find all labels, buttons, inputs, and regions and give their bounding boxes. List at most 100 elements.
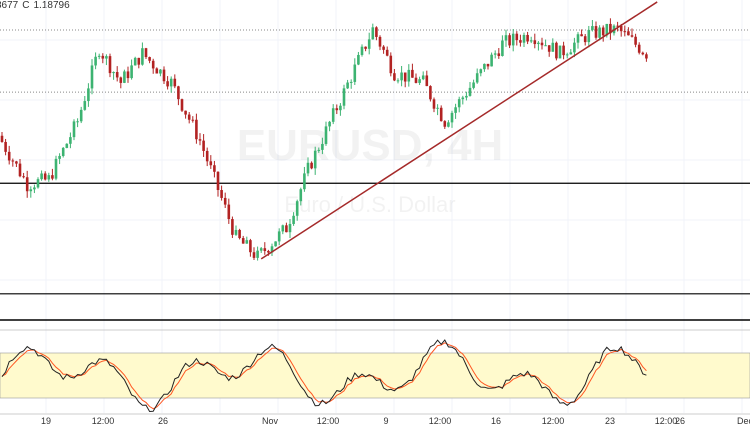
candle-body bbox=[144, 48, 148, 58]
candle-body bbox=[342, 88, 346, 106]
candle-body bbox=[360, 46, 364, 55]
stochastic-k-line bbox=[1, 339, 647, 413]
candle-body bbox=[169, 78, 173, 87]
candle-body bbox=[529, 40, 533, 42]
candle-body bbox=[267, 250, 270, 253]
candle-body bbox=[11, 160, 15, 162]
candle-body bbox=[454, 107, 457, 113]
candle-body bbox=[375, 27, 378, 37]
candle-body bbox=[231, 219, 234, 235]
candle-body bbox=[101, 55, 105, 59]
candle-body bbox=[299, 189, 303, 202]
candle-body bbox=[274, 241, 277, 247]
candle-body bbox=[565, 54, 569, 56]
x-tick-label: 12:00 bbox=[317, 416, 340, 426]
candle-body bbox=[69, 137, 72, 144]
candle-body bbox=[569, 52, 573, 55]
candle-body bbox=[76, 121, 79, 123]
watermark-description: Euro / U.S. Dollar bbox=[284, 192, 455, 217]
candle-body bbox=[634, 36, 637, 45]
candle-body bbox=[450, 112, 454, 123]
candle-body bbox=[479, 69, 483, 74]
candle-body bbox=[587, 29, 591, 43]
candle-body bbox=[439, 107, 443, 122]
candle-body bbox=[616, 25, 619, 27]
close-value: 1.18796 bbox=[33, 0, 70, 11]
candle-body bbox=[382, 46, 385, 50]
candle-body bbox=[285, 225, 288, 233]
candle-body bbox=[22, 176, 25, 178]
stochastic-pane bbox=[0, 339, 750, 413]
candle-body bbox=[72, 121, 76, 138]
candle-body bbox=[79, 109, 83, 122]
x-tick-label: 26 bbox=[158, 416, 168, 426]
candle-body bbox=[126, 71, 130, 79]
candle-body bbox=[133, 57, 137, 66]
candle-body bbox=[180, 99, 184, 111]
candle-body bbox=[54, 158, 58, 179]
candle-body bbox=[436, 107, 439, 109]
candle-body bbox=[177, 86, 180, 100]
x-tick-label: 23 bbox=[605, 416, 615, 426]
candle-body bbox=[252, 252, 256, 258]
x-tick-label: 12:00 bbox=[542, 416, 565, 426]
candle-body bbox=[501, 40, 504, 56]
candle-body bbox=[123, 71, 126, 83]
candle-body bbox=[637, 44, 641, 53]
candle-body bbox=[594, 26, 598, 38]
candle-body bbox=[15, 161, 18, 164]
candle-body bbox=[389, 55, 393, 74]
candle-body bbox=[256, 250, 259, 258]
candle-body bbox=[414, 77, 418, 83]
candle-body bbox=[292, 215, 295, 224]
candle-body bbox=[87, 88, 90, 102]
ohlc-readout: 8677C1.18796 bbox=[0, 0, 74, 11]
candle-body bbox=[213, 165, 216, 172]
candle-body bbox=[238, 229, 241, 239]
candle-body bbox=[641, 52, 645, 55]
candle-body bbox=[288, 223, 292, 233]
candle-body bbox=[367, 39, 371, 49]
candle-body bbox=[591, 26, 594, 30]
x-tick-label: Dec bbox=[737, 416, 750, 426]
candle-body bbox=[583, 36, 587, 43]
candle-body bbox=[547, 45, 551, 52]
candle-body bbox=[202, 140, 205, 151]
candle-body bbox=[241, 238, 245, 244]
candle-body bbox=[141, 48, 144, 65]
candle-body bbox=[331, 108, 335, 122]
candle-body bbox=[493, 53, 497, 55]
candle-body bbox=[162, 69, 166, 82]
candle-body bbox=[306, 162, 310, 174]
candle-body bbox=[465, 95, 468, 98]
x-tick-label: 12:00 bbox=[655, 416, 678, 426]
candle-body bbox=[533, 40, 537, 45]
candle-body bbox=[497, 53, 501, 56]
candle-body bbox=[137, 57, 141, 65]
candle-body bbox=[94, 56, 97, 66]
candle-body bbox=[421, 75, 425, 80]
candle-body bbox=[227, 204, 231, 220]
candle-body bbox=[7, 151, 11, 161]
candle-body bbox=[461, 97, 465, 100]
candle-body bbox=[270, 246, 274, 253]
candle-body bbox=[130, 65, 133, 79]
candle-body bbox=[47, 175, 51, 180]
candle-body bbox=[234, 229, 238, 235]
candle-body bbox=[504, 35, 508, 41]
candle-body bbox=[18, 163, 22, 177]
candle-body bbox=[378, 36, 382, 47]
candle-body bbox=[65, 143, 69, 148]
candle-body bbox=[4, 141, 7, 152]
candle-body bbox=[303, 173, 306, 190]
candle-body bbox=[645, 54, 648, 59]
candle-body bbox=[328, 121, 331, 127]
candle-body bbox=[551, 42, 555, 52]
candle-body bbox=[108, 56, 112, 74]
candle-body bbox=[418, 79, 421, 83]
trendline[interactable] bbox=[260, 1, 658, 260]
candlestick-series bbox=[0, 18, 648, 261]
candle-body bbox=[429, 86, 432, 100]
candle-body bbox=[184, 110, 187, 115]
